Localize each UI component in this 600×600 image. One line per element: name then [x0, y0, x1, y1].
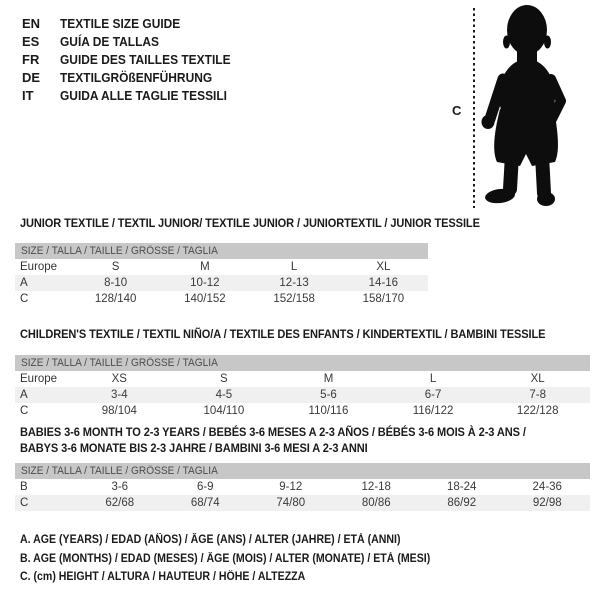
language-code: FR: [22, 51, 40, 67]
size-cell: S: [220, 373, 228, 385]
junior-section-title: JUNIOR TEXTILE / TEXTIL JUNIOR/ TEXTILE …: [20, 215, 520, 231]
language-title: TEXTILE SIZE GUIDE: [60, 15, 181, 31]
size-header-label: SIZE / TALLA / TAILLE / GRÖSSE / TAGLIA: [21, 465, 218, 477]
table-row: Europe S M L XL: [15, 259, 428, 275]
row-label: C: [20, 293, 29, 305]
size-cell: 24-36: [532, 481, 562, 493]
row-label: Europe: [20, 261, 58, 273]
size-cell: 62/68: [77, 495, 163, 511]
language-row: ES GUÍA DE TALLAS: [22, 32, 245, 50]
row-label: A: [15, 275, 71, 291]
table-row: C 98/104 104/110 110/116 116/122 122/128: [15, 403, 590, 419]
size-cell: 12-13: [249, 275, 339, 291]
table-row: C 128/140 140/152 152/158 158/170: [15, 291, 428, 307]
language-title: GUÍA DE TALLAS: [60, 33, 160, 49]
junior-section-title-text: JUNIOR TEXTILE / TEXTIL JUNIOR/ TEXTILE …: [20, 216, 480, 230]
size-cell: 92/98: [504, 495, 590, 511]
size-cell: 110/116: [308, 405, 349, 417]
size-cell: 6-9: [196, 481, 214, 493]
size-cell: L: [290, 261, 298, 273]
language-title: TEXTILGRÖßENFÜHRUNG: [60, 69, 213, 85]
language-code: IT: [22, 87, 34, 103]
language-row: DE TEXTILGRÖßENFÜHRUNG: [22, 68, 245, 86]
children-size-table: SIZE / TALLA / TAILLE / GRÖSSE / TAGLIA …: [15, 355, 590, 419]
babies-section-title: BABIES 3-6 MONTH TO 2-3 YEARS / BEBÉS 3-…: [20, 424, 600, 456]
babies-section-title-line2: BABYS 3-6 MONATE BIS 2-3 JAHRE / BAMBINI…: [20, 441, 368, 455]
size-cell: 104/110: [203, 405, 245, 417]
size-cell: 12-18: [361, 481, 391, 493]
children-section-title-text: CHILDREN'S TEXTILE / TEXTIL NIÑO/A / TEX…: [20, 327, 546, 341]
table-row: A 3-4 4-5 5-6 6-7 7-8: [15, 387, 590, 403]
language-title-block: EN TEXTILE SIZE GUIDE ES GUÍA DE TALLAS …: [22, 14, 245, 104]
row-label: C: [20, 405, 29, 417]
baby-toddler-silhouette-icon: [481, 5, 566, 206]
language-code: DE: [22, 69, 41, 85]
size-cell: M: [323, 373, 334, 385]
height-measure-dotted-line: [473, 8, 475, 208]
size-cell: 116/122: [412, 405, 454, 417]
junior-size-table: SIZE / TALLA / TAILLE / GRÖSSE / TAGLIA …: [15, 243, 428, 307]
size-cell: M: [200, 261, 210, 273]
footnote-b: B. AGE (MONTHS) / EDAD (MESES) / ÂGE (MO…: [20, 552, 431, 565]
row-label: Europe: [20, 373, 58, 385]
height-measure-label: C: [452, 103, 462, 118]
size-cell: XS: [111, 373, 127, 385]
footnote-c: C. (cm) HEIGHT / ALTURA / HAUTEUR / HÖHE…: [20, 571, 306, 583]
size-cell: XL: [376, 261, 391, 273]
size-cell: 3-4: [67, 387, 172, 403]
footnote-a: A. AGE (YEARS) / EDAD (AÑOS) / ÂGE (ANS)…: [20, 534, 401, 546]
language-row: EN TEXTILE SIZE GUIDE: [22, 14, 245, 32]
size-cell: 68/74: [162, 495, 248, 511]
language-row: FR GUIDE DES TAILLES TEXTILE: [22, 50, 245, 68]
language-row: IT GUIDA ALLE TAGLIE TESSILI: [22, 86, 245, 104]
row-label: B: [20, 481, 28, 493]
size-cell: 80/86: [333, 495, 419, 511]
size-cell: 140/152: [184, 293, 226, 305]
size-cell: 14-16: [338, 275, 428, 291]
size-cell: 18-24: [447, 481, 477, 493]
size-cell: 158/170: [362, 293, 405, 305]
children-section-title: CHILDREN'S TEXTILE / TEXTIL NIÑO/A / TEX…: [20, 326, 591, 342]
table-row: A 8-10 10-12 12-13 14-16: [15, 275, 428, 291]
size-cell: 8-10: [71, 275, 161, 291]
babies-section-title-line1: BABIES 3-6 MONTH TO 2-3 YEARS / BEBÉS 3-…: [20, 425, 526, 439]
size-cell: 128/140: [94, 293, 137, 305]
babies-size-table: SIZE / TALLA / TAILLE / GRÖSSE / TAGLIA …: [15, 463, 590, 511]
size-cell: 74/80: [248, 495, 334, 511]
row-label: A: [15, 387, 67, 403]
table-row: Europe XS S M L XL: [15, 371, 590, 387]
size-cell: 86/92: [419, 495, 505, 511]
size-header-bar: SIZE / TALLA / TAILLE / GRÖSSE / TAGLIA: [15, 243, 428, 259]
language-code: EN: [22, 15, 41, 31]
size-cell: 3-6: [111, 481, 129, 493]
size-cell: 152/158: [273, 293, 315, 305]
size-cell: 5-6: [276, 387, 381, 403]
table-row: B 3-6 6-9 9-12 12-18 18-24 24-36: [15, 479, 590, 495]
size-header-bar: SIZE / TALLA / TAILLE / GRÖSSE / TAGLIA: [15, 355, 590, 371]
language-title: GUIDE DES TAILLES TEXTILE: [60, 51, 231, 67]
language-code: ES: [22, 33, 40, 49]
table-row: C 62/68 68/74 74/80 80/86 86/92 92/98: [15, 495, 590, 511]
size-cell: L: [429, 373, 437, 385]
legend-footnotes: A. AGE (YEARS) / EDAD (AÑOS) / ÂGE (ANS)…: [20, 531, 466, 587]
size-header-label: SIZE / TALLA / TAILLE / GRÖSSE / TAGLIA: [21, 357, 218, 369]
size-cell: 98/104: [101, 405, 137, 417]
size-cell: 9-12: [279, 481, 303, 493]
size-header-bar: SIZE / TALLA / TAILLE / GRÖSSE / TAGLIA: [15, 463, 590, 479]
size-cell: 4-5: [171, 387, 277, 403]
size-header-label: SIZE / TALLA / TAILLE / GRÖSSE / TAGLIA: [21, 245, 218, 257]
size-cell: 6-7: [380, 387, 486, 403]
size-cell: 122/128: [516, 405, 559, 417]
size-cell: 10-12: [160, 275, 250, 291]
size-cell: 7-8: [485, 387, 590, 403]
language-title: GUIDA ALLE TAGLIE TESSILI: [60, 87, 228, 103]
size-cell: S: [111, 261, 120, 273]
row-label: C: [15, 495, 77, 511]
size-cell: XL: [530, 373, 545, 385]
